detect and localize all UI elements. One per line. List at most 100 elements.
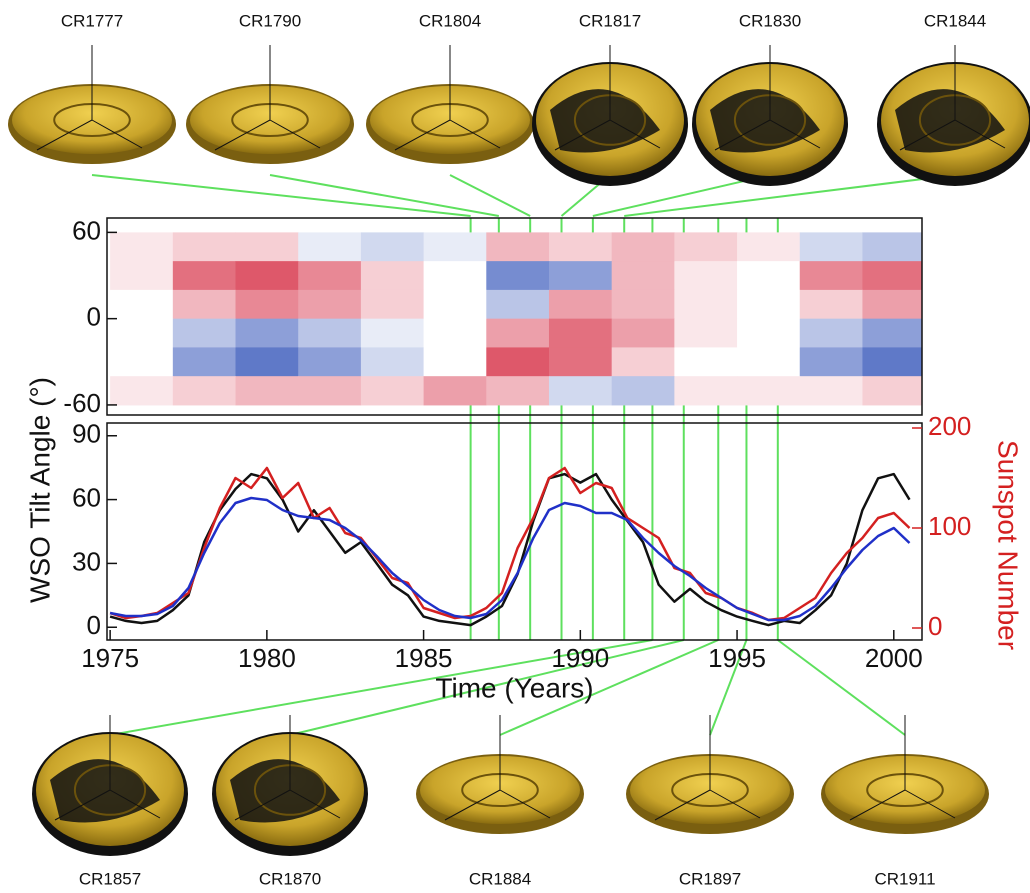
heat-cell [110,347,174,377]
snapshot-axes [899,45,1006,151]
heat-cell [486,261,550,291]
x-tick-label: 1985 [395,643,453,673]
series-line [109,472,911,627]
heat-cell [799,289,863,320]
heat-cell [110,318,174,348]
x-axis-label: Time (Years) [435,672,593,703]
heat-cell [172,347,237,377]
connector [499,639,719,736]
heat-cell [486,289,550,320]
snapshot-label: CR1884 [469,869,531,888]
butterfly-diagram [110,232,922,406]
heat-cell [674,261,738,291]
heat-cell [172,376,237,406]
series-line [109,466,911,622]
y-tick-label: 60 [72,482,101,512]
heat-cell [799,376,863,406]
heat-cell [172,289,237,320]
y-tick-label: 30 [72,546,101,576]
snapshot-axes [444,715,551,821]
connector [624,174,956,217]
heat-cell [611,232,675,262]
heat-cell [799,347,863,377]
snapshot-label: CR1897 [679,869,741,888]
heat-cell [611,347,675,377]
heat-cell [110,232,174,262]
heat-cell [548,289,613,320]
heat-cell [235,261,299,291]
snapshot-label: CR1870 [259,869,321,888]
heat-cell [611,261,675,291]
heat-cell [172,232,237,262]
x-tick-label: 1980 [238,643,296,673]
snapshot-label: CR1817 [579,11,641,30]
series-line [109,496,911,622]
heat-cell [548,261,613,291]
heat-cell [423,261,487,291]
snapshot-label: CR1911 [874,869,935,888]
connector [289,639,685,736]
heat-cell [360,261,425,291]
x-tick-label: 1990 [551,643,609,673]
snapshot-fold [895,89,1005,153]
heat-cell [298,289,362,320]
heat-cell [423,376,487,406]
heat-cell [298,232,362,262]
y-tick-label: 0 [87,302,101,332]
x-tick-label: 1995 [708,643,766,673]
heat-cell [423,318,487,348]
heat-cell [360,232,425,262]
heat-cell [486,318,550,348]
heat-cell [172,318,237,348]
heat-cell [737,289,801,320]
snapshot-label: CR1790 [239,11,301,30]
heat-cell [235,376,299,406]
heat-cell [611,289,675,320]
heat-cell [110,376,174,406]
heat-cell [298,318,362,348]
y2-axis-label: Sunspot Number [993,440,1024,650]
heat-cell [360,289,425,320]
snapshot-axes [849,715,956,821]
heat-cell [548,318,613,348]
snapshot-fold [550,89,660,153]
heat-cell [486,347,550,377]
y-tick-label: 90 [72,419,101,449]
y2-tick-label: 100 [928,511,971,541]
heat-cell [172,261,237,291]
heat-cell [235,347,299,377]
line-frame [106,422,923,641]
line-plot [109,466,911,627]
heat-cell [486,232,550,262]
snapshot-axes [654,715,761,821]
heat-cell [862,318,922,348]
snapshot-axes [554,45,661,151]
heat-cell [737,232,801,262]
snapshot-axes [36,45,143,151]
heat-cell [486,376,550,406]
y-tick-label: 60 [72,215,101,245]
snapshot-axes [394,45,501,151]
x-tick-label: 2000 [865,643,923,673]
heat-cell [862,347,922,377]
connector [269,174,500,217]
heat-cell [862,261,922,291]
snapshot-axes [54,715,161,821]
heat-cell [548,232,613,262]
heat-cell [235,289,299,320]
heat-cell [548,347,613,377]
heat-cell [737,347,801,377]
snapshot-fold [50,759,160,823]
connector [449,174,531,217]
heat-cell [862,232,922,262]
heat-cell [799,232,863,262]
heat-cell [862,289,922,320]
heat-cell [674,232,738,262]
heatmap-frame [106,217,923,416]
snapshot-axes [234,715,341,821]
heat-cell [423,347,487,377]
heat-cell [674,347,738,377]
snapshot-label: CR1857 [79,869,141,888]
snapshot-label: CR1830 [739,11,801,30]
